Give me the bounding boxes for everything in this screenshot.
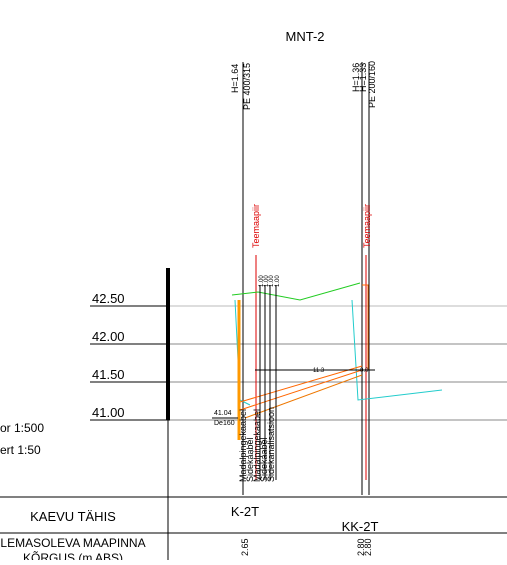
well: KK-2T: [342, 519, 379, 534]
title: MNT-2: [286, 29, 325, 44]
grid: [0, 268, 507, 560]
table-header: KAEVU TÄHIS: [30, 509, 116, 524]
pipe-height: H=1.36: [351, 63, 361, 92]
well: K-2T: [231, 504, 259, 519]
ground-level: 2.65: [240, 538, 250, 556]
labels: MNT-2 H=1.64 PE 400/315 H=1.36 H=1.33 PE…: [0, 29, 379, 565]
cable: Sidekaabel: [245, 437, 255, 482]
invert-level: 41.04: [214, 410, 232, 417]
ground-level: 2.80: [356, 538, 366, 556]
table-header: KÕRGUS (m ABS): [23, 550, 123, 560]
elevation: 42.00: [92, 329, 125, 344]
scale: ert 1:50: [0, 443, 41, 457]
elevation: 42.50: [92, 291, 125, 306]
cable: Madalpingekaabel: [238, 409, 248, 482]
table-header: LEMASOLEVA MAAPINNA: [0, 536, 145, 550]
elevation: 41.50: [92, 367, 125, 382]
pipe-height: H=1.64: [230, 64, 240, 93]
pipe-label: PE 200/160: [367, 61, 377, 108]
pipe-label: PE 400/315: [242, 63, 252, 110]
cable: Sidekanalisatsioon: [266, 407, 276, 482]
boundary-label: Teemaapiir: [251, 204, 261, 248]
cable: Madalpingekaabel: [252, 409, 262, 482]
elevation: 41.00: [92, 405, 125, 420]
boundary-label: Teemaapiir: [362, 204, 372, 248]
ground-level: 2.80: [363, 538, 373, 556]
dim: 1.00: [275, 275, 281, 287]
dim: 1.00: [259, 275, 265, 287]
dim: 1.00: [264, 275, 270, 287]
invert-pipe: De160: [214, 420, 235, 427]
distance: 11.3: [313, 368, 325, 374]
pipe-height: H=1.33: [358, 63, 368, 92]
cable: Sidekaabel: [259, 437, 269, 482]
distance: 0.0: [360, 368, 369, 374]
dim: 1.00: [269, 275, 275, 287]
profile: [212, 62, 443, 495]
scale: or 1:500: [0, 421, 44, 435]
